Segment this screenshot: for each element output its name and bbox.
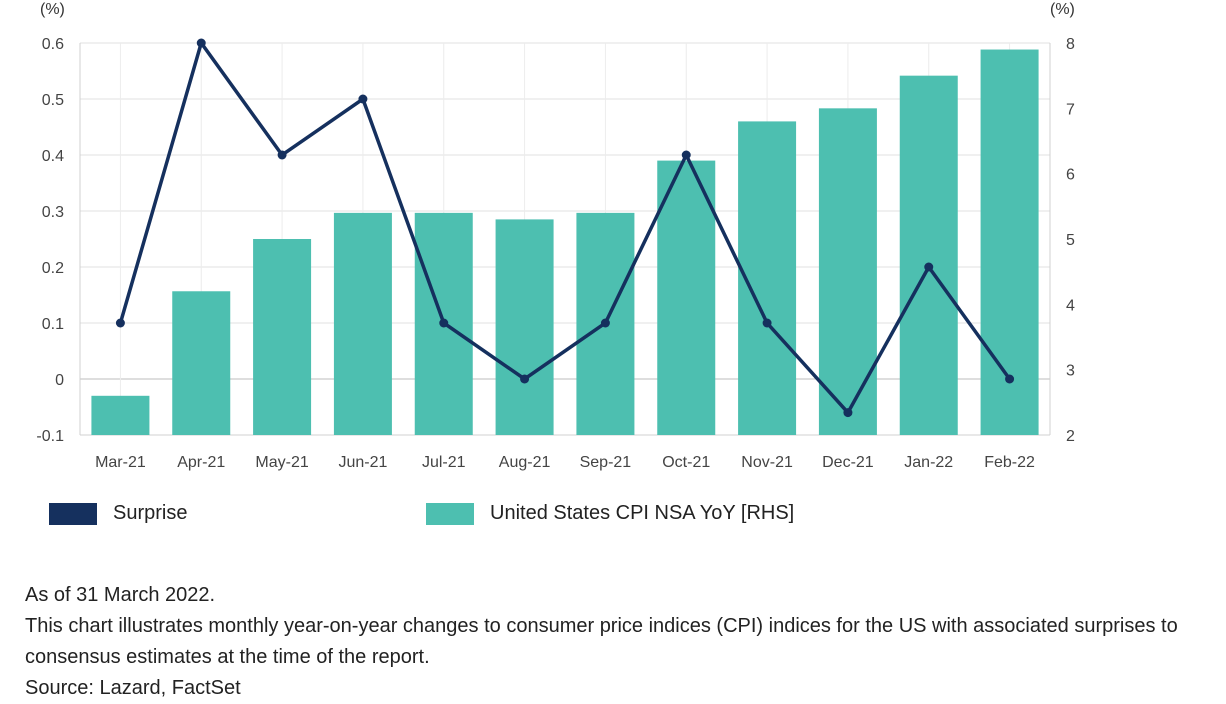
cpi-bar bbox=[253, 239, 312, 435]
left-tick-label: 0.4 bbox=[42, 148, 64, 165]
surprise-point bbox=[277, 150, 287, 160]
cpi-bar bbox=[91, 395, 150, 435]
surprise-point bbox=[600, 318, 610, 328]
right-tick-label: 7 bbox=[1066, 101, 1075, 118]
x-tick-label: Jan-22 bbox=[904, 454, 953, 471]
x-tick-label: Jun-21 bbox=[338, 454, 387, 471]
surprise-point bbox=[196, 38, 206, 48]
cpi-bar bbox=[495, 219, 554, 435]
right-tick-label: 6 bbox=[1066, 167, 1075, 184]
x-tick-label: Oct-21 bbox=[662, 454, 710, 471]
surprise-point bbox=[924, 262, 934, 272]
surprise-point bbox=[762, 318, 772, 328]
surprise-point bbox=[115, 318, 125, 328]
cpi-bar bbox=[738, 121, 797, 436]
surprise-line-path bbox=[118, 39, 1012, 416]
cpi-bar bbox=[980, 49, 1039, 436]
left-tick-label: 0.2 bbox=[42, 260, 64, 277]
left-tick-label: 0.3 bbox=[42, 204, 64, 221]
right-tick-label: 5 bbox=[1066, 232, 1075, 249]
surprise-point bbox=[358, 94, 368, 104]
legend-item-cpi: United States CPI NSA YoY [RHS] bbox=[426, 502, 794, 525]
cpi-bar bbox=[333, 212, 392, 435]
right-tick-label: 3 bbox=[1066, 363, 1075, 380]
legend-swatch-cpi bbox=[426, 502, 474, 525]
surprise-point bbox=[520, 374, 530, 384]
left-tick-label: -0.1 bbox=[36, 428, 64, 445]
x-tick-label: May-21 bbox=[255, 454, 308, 471]
left-tick-label: 0 bbox=[55, 372, 64, 389]
x-tick-label: Feb-22 bbox=[984, 454, 1035, 471]
legend-label-surprise: Surprise bbox=[113, 502, 188, 524]
legend-swatch-surprise bbox=[49, 502, 97, 525]
chart-notes: As of 31 March 2022. This chart illustra… bbox=[25, 580, 1220, 704]
x-tick-label: Dec-21 bbox=[822, 454, 874, 471]
x-tick-label: Jul-21 bbox=[422, 454, 466, 471]
surprise-point bbox=[1005, 374, 1015, 384]
source-note: Source: Lazard, FactSet bbox=[25, 677, 241, 699]
x-tick-label: Nov-21 bbox=[741, 454, 793, 471]
legend-label-cpi: United States CPI NSA YoY [RHS] bbox=[490, 502, 795, 524]
surprise-line bbox=[115, 38, 1015, 418]
cpi-bars bbox=[91, 49, 1039, 436]
cpi-bar bbox=[172, 291, 231, 435]
surprise-point bbox=[439, 318, 449, 328]
left-tick-label: 0.1 bbox=[42, 316, 64, 333]
x-tick-label: Apr-21 bbox=[177, 454, 225, 471]
right-tick-label: 8 bbox=[1066, 36, 1075, 53]
cpi-bar bbox=[818, 108, 877, 435]
axes: -0.1 0 0.1 0.2 0.3 0.4 0.5 0.6 2 3 4 5 6 7 8 (%) (%) Mar-… bbox=[36, 1, 1075, 471]
surprise-point bbox=[681, 150, 691, 160]
cpi-bar bbox=[899, 75, 958, 436]
cpi-bar bbox=[657, 160, 716, 435]
x-tick-label: Sep-21 bbox=[580, 454, 632, 471]
chart-description: This chart illustrates monthly year-on-y… bbox=[25, 615, 1178, 668]
right-axis-unit: (%) bbox=[1050, 1, 1075, 18]
right-tick-label: 2 bbox=[1066, 428, 1075, 445]
as-of-note: As of 31 March 2022. bbox=[25, 584, 216, 606]
x-tick-label: Aug-21 bbox=[499, 454, 551, 471]
left-axis-unit: (%) bbox=[40, 1, 65, 18]
left-tick-label: 0.5 bbox=[42, 92, 64, 109]
right-tick-label: 4 bbox=[1066, 297, 1075, 314]
left-tick-label: 0.6 bbox=[42, 36, 64, 53]
x-tick-label: Mar-21 bbox=[95, 454, 146, 471]
surprise-point bbox=[843, 408, 853, 418]
legend-item-surprise: Surprise bbox=[49, 502, 187, 525]
cpi-surprise-chart: -0.1 0 0.1 0.2 0.3 0.4 0.5 0.6 2 3 4 5 6 7 8 (%) (%) Mar-… bbox=[36, 1, 1075, 471]
